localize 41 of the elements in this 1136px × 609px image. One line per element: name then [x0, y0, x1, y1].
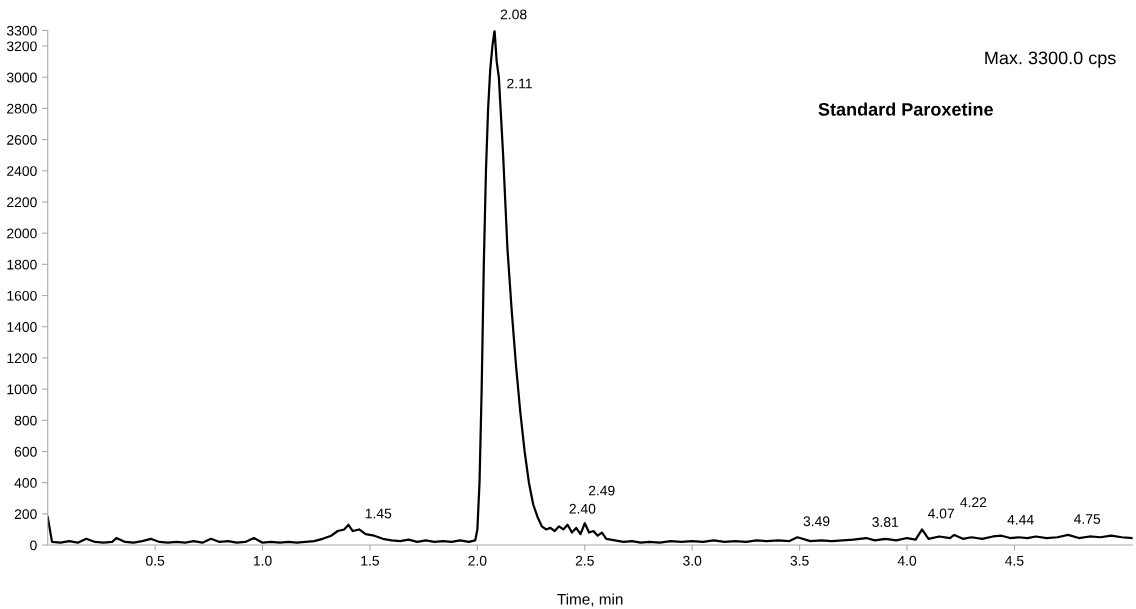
y-tick-label: 2200 [7, 197, 37, 208]
y-tick-label: 1000 [7, 384, 37, 395]
annotation: 3.49 [803, 516, 830, 527]
annotation: 4.44 [1007, 514, 1034, 525]
x-tick-label: 3.5 [790, 555, 809, 566]
y-tick-label: 200 [14, 509, 37, 520]
y-tick-label: 1400 [7, 322, 37, 332]
y-tick-label: 2000 [7, 228, 37, 239]
annotation: 2.08 [500, 9, 527, 20]
x-tick-label: 0.5 [146, 555, 165, 566]
annotation: Max. 3300.0 cps [985, 51, 1116, 68]
y-tick-label: 2600 [7, 134, 37, 145]
annotation: 2.49 [588, 485, 615, 496]
y-tick-label: 3300 [6, 25, 37, 36]
x-axis-title: Time, min [557, 593, 623, 607]
y-tick-label: 600 [14, 446, 37, 457]
x-tick-label: 1.0 [253, 555, 272, 566]
y-tick-label: 1200 [7, 353, 37, 364]
y-tick-label: 1800 [7, 259, 37, 270]
annotation: 2.40 [569, 503, 596, 514]
annotation: 3.81 [872, 517, 899, 527]
x-tick-label: 1.5 [361, 555, 380, 566]
x-tick-label: 4.5 [1005, 555, 1024, 566]
y-tick-label: 3000 [6, 72, 37, 83]
y-tick-label: 400 [14, 478, 37, 488]
y-tick-label: 2400 [7, 166, 37, 176]
y-tick-label: 0 [30, 540, 37, 551]
x-tick-label: 4.0 [897, 555, 917, 566]
y-tick-label: 2800 [7, 103, 37, 114]
annotation: 4.07 [927, 508, 954, 519]
x-tick-label: 3.0 [683, 555, 702, 566]
annotation: 4.75 [1074, 514, 1101, 524]
x-tick-label: 2.5 [575, 555, 594, 566]
y-tick-label: 800 [14, 415, 37, 426]
y-tick-label: 3200 [6, 41, 37, 52]
x-tick-label: 2.0 [468, 555, 487, 566]
annotation: 1.45 [365, 508, 392, 519]
y-tick-label: 1600 [7, 290, 37, 301]
annotation: 4.22 [960, 497, 987, 508]
annotation: 2.11 [507, 78, 532, 89]
annotation: Standard Paroxetine [818, 102, 993, 116]
